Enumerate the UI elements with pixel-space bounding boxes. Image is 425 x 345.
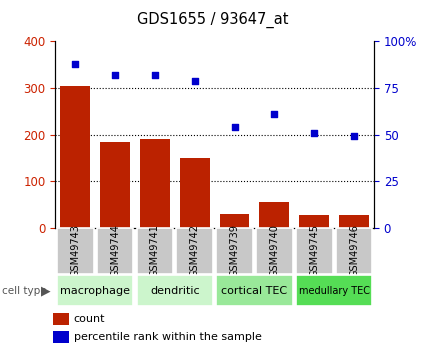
Text: ▶: ▶ [41, 284, 51, 297]
Bar [220, 214, 249, 228]
Bar [100, 141, 130, 228]
Bar [140, 139, 170, 228]
Bar [57, 275, 133, 306]
Text: GSM49742: GSM49742 [190, 225, 200, 277]
Point [72, 61, 79, 67]
Point [231, 124, 238, 130]
Bar [216, 228, 253, 274]
Bar [176, 228, 213, 274]
Point [351, 134, 357, 139]
Text: count: count [74, 314, 105, 324]
Bar [136, 228, 173, 274]
Bar [60, 86, 90, 228]
Text: GSM49740: GSM49740 [269, 225, 279, 277]
Point [151, 72, 158, 78]
Text: GSM49745: GSM49745 [309, 225, 319, 277]
Bar [256, 228, 293, 274]
Point [311, 130, 317, 136]
Bar [57, 228, 94, 274]
Bar [259, 202, 289, 228]
Text: macrophage: macrophage [60, 286, 130, 296]
Bar [54, 313, 68, 325]
Text: dendritic: dendritic [150, 286, 200, 296]
Point [112, 72, 119, 78]
Bar [336, 228, 372, 274]
Bar [296, 228, 332, 274]
Text: GSM49739: GSM49739 [230, 225, 240, 277]
Bar [54, 331, 68, 343]
Text: medullary TEC: medullary TEC [299, 286, 370, 296]
Text: percentile rank within the sample: percentile rank within the sample [74, 332, 261, 342]
Text: GSM49746: GSM49746 [349, 225, 359, 277]
Bar [96, 228, 133, 274]
Bar [296, 275, 372, 306]
Bar [339, 215, 369, 228]
Text: GSM49743: GSM49743 [70, 225, 80, 277]
Point [271, 111, 278, 117]
Bar [180, 158, 210, 228]
Bar [299, 215, 329, 228]
Text: GDS1655 / 93647_at: GDS1655 / 93647_at [137, 12, 288, 28]
Bar [136, 275, 213, 306]
Text: GSM49744: GSM49744 [110, 225, 120, 277]
Text: cortical TEC: cortical TEC [221, 286, 288, 296]
Text: cell type: cell type [2, 286, 47, 296]
Bar [216, 275, 293, 306]
Point [191, 78, 198, 83]
Text: GSM49741: GSM49741 [150, 225, 160, 277]
